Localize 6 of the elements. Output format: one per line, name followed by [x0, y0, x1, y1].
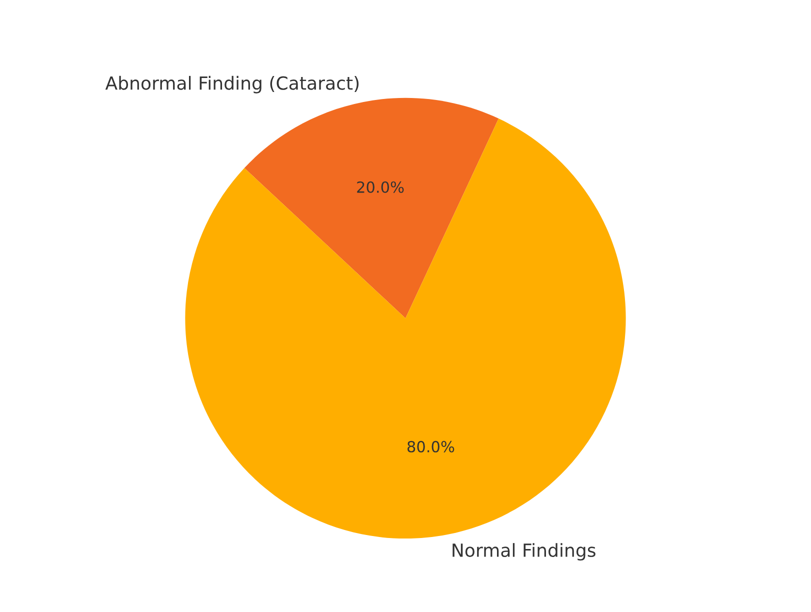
pie-slice [244, 98, 499, 318]
data-label: 20.0% [357, 181, 404, 193]
pie-slice [185, 118, 626, 539]
slice-label: Abnormal Finding (Cataract) [105, 76, 359, 94]
data-label: 80.0% [407, 440, 454, 452]
slice-label: Normal Findings [452, 543, 596, 561]
